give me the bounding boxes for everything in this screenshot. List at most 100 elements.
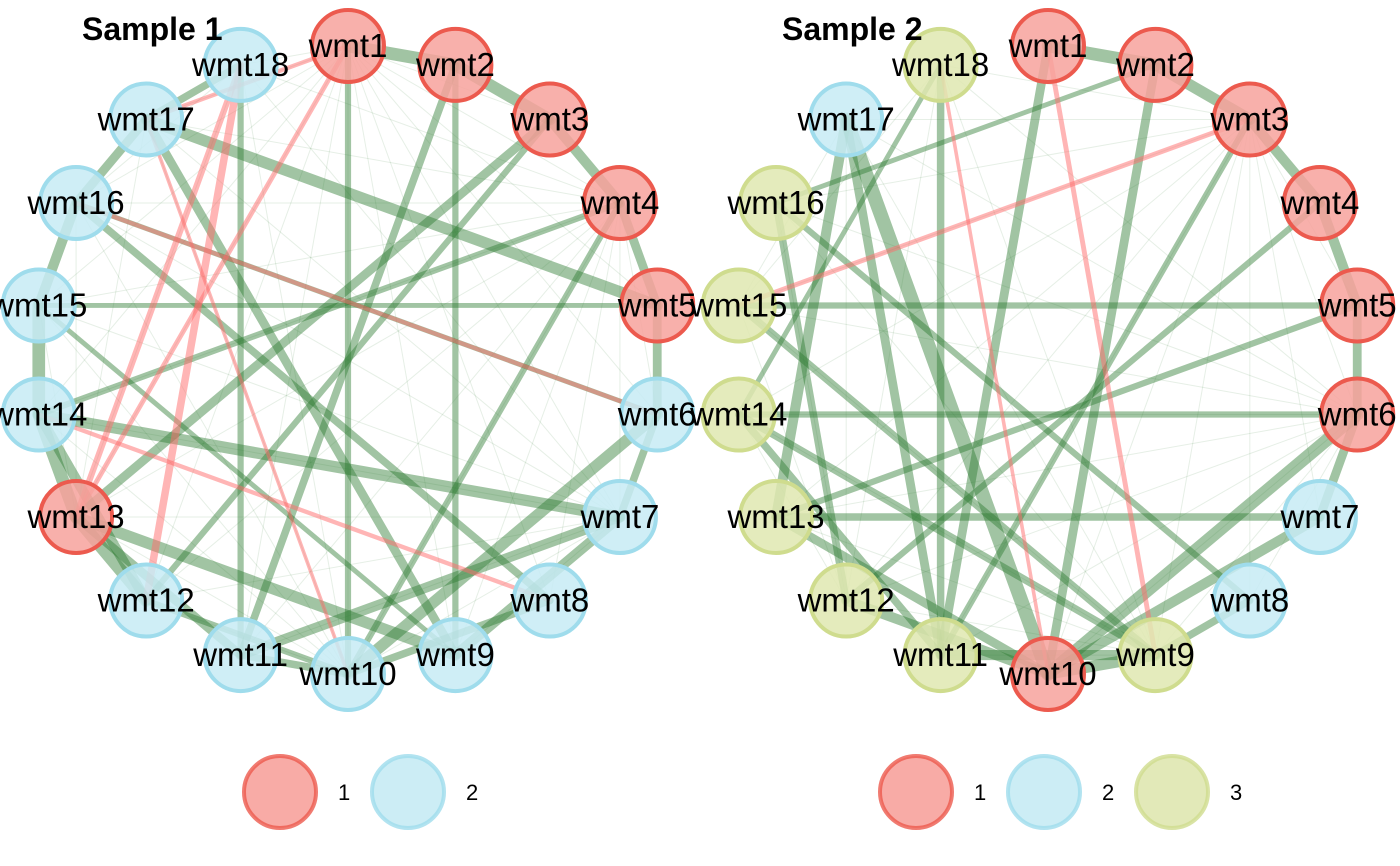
edge-weak: [347, 202, 621, 675]
node-label: wmt14: [689, 396, 787, 433]
node-circle: [0, 376, 77, 453]
node-circle: [808, 81, 885, 158]
edge-weak: [775, 119, 1251, 518]
node-label: wmt5: [617, 286, 697, 323]
node-label: wmt9: [415, 636, 495, 673]
node-label: wmt5: [1317, 286, 1397, 323]
node-label: wmt16: [26, 184, 124, 221]
legend-label: 2: [1102, 780, 1114, 805]
node-circle: [1010, 8, 1086, 84]
edge-weak: [775, 202, 847, 601]
edge-weak: [775, 118, 1250, 204]
node-circle: [1319, 376, 1396, 453]
node-circle: [619, 267, 696, 344]
node-label: wmt1: [308, 27, 388, 64]
legend-swatch: [370, 754, 446, 830]
node-label: wmt4: [580, 184, 660, 221]
edge-weak: [75, 202, 349, 675]
node-circle: [619, 376, 696, 453]
edge-positive: [1042, 511, 1325, 680]
node-circle: [1211, 562, 1288, 639]
edge-positive: [141, 115, 460, 660]
node-circle: [202, 617, 279, 694]
edge-weak: [240, 516, 621, 656]
node-circle: [1117, 26, 1194, 103]
node-circle: [700, 267, 777, 344]
node-label: wmt12: [97, 582, 195, 619]
edge-positive: [773, 62, 1158, 206]
node-circle: [38, 479, 115, 555]
legend-item-1: 1: [878, 754, 986, 830]
edge-weak: [347, 45, 621, 204]
node-label: wmt18: [191, 46, 289, 83]
node-circle: [1211, 81, 1288, 158]
edge-weak: [38, 202, 621, 306]
edge-weak: [940, 64, 1250, 120]
edge-weak: [38, 414, 621, 518]
edge-weak: [75, 516, 349, 675]
edge-positive: [735, 410, 945, 659]
edge-weak: [347, 45, 658, 306]
edge-weak: [240, 202, 621, 656]
edge-weak: [145, 45, 349, 601]
node-label: wmt2: [1115, 46, 1195, 83]
edge-weak: [240, 45, 349, 656]
node-wmt17: wmt17: [97, 81, 195, 158]
node-label: wmt13: [26, 498, 124, 535]
node-label: wmt17: [97, 100, 195, 137]
edge-positive: [772, 199, 850, 605]
edge-weak: [38, 45, 349, 415]
node-label: wmt16: [726, 184, 824, 221]
node-circle: [1281, 165, 1358, 241]
node-circle: [1117, 617, 1194, 694]
node-wmt6: wmt6: [617, 376, 697, 453]
edge-weak: [38, 305, 621, 518]
edge-weak: [1154, 119, 1251, 656]
legend-swatch: [878, 754, 954, 830]
node-circle: [108, 562, 185, 639]
edge-weak: [738, 64, 941, 306]
edge-positive: [736, 62, 944, 417]
edge-weak: [454, 202, 621, 656]
edge-weak: [845, 64, 942, 601]
edge-weak: [75, 45, 349, 204]
edge-weak: [940, 64, 1156, 656]
node-wmt13: wmt13: [26, 479, 125, 555]
edge-weak: [845, 119, 1156, 656]
node-wmt2: wmt2: [1115, 26, 1195, 103]
edge-weak: [1047, 414, 1358, 675]
edge-positive: [937, 116, 1253, 659]
node-wmt14: wmt14: [689, 376, 787, 453]
node-wmt18: wmt18: [191, 26, 289, 103]
node-wmt8: wmt8: [509, 562, 589, 639]
edge-positive: [143, 116, 553, 604]
node-label: wmt14: [0, 396, 87, 433]
node-circle: [808, 562, 885, 639]
edge-weak: [240, 64, 349, 675]
node-wmt4: wmt4: [580, 165, 660, 241]
node-circle: [417, 617, 494, 694]
node-label: wmt18: [891, 46, 989, 83]
node-label: wmt3: [1209, 100, 1289, 137]
node-wmt3: wmt3: [1209, 81, 1289, 158]
node-wmt8: wmt8: [1209, 562, 1289, 639]
node-wmt16: wmt16: [26, 165, 125, 241]
panel-title: Sample 1: [82, 11, 223, 47]
node-circle: [1010, 636, 1086, 712]
edge-weak: [1047, 119, 1251, 675]
node-circle: [202, 26, 279, 103]
node-circle: [417, 26, 494, 103]
node-label: wmt3: [509, 100, 589, 137]
edge-weak: [75, 202, 621, 518]
edge-weak: [846, 600, 1156, 656]
edge-weak: [1249, 119, 1358, 415]
node-circle: [0, 267, 77, 344]
edge-weak: [738, 414, 1156, 656]
legend-label: 3: [1230, 780, 1242, 805]
node-circle: [738, 479, 815, 555]
node-label: wmt12: [797, 582, 895, 619]
node-wmt3: wmt3: [509, 81, 589, 158]
edge-weak: [738, 305, 1156, 656]
